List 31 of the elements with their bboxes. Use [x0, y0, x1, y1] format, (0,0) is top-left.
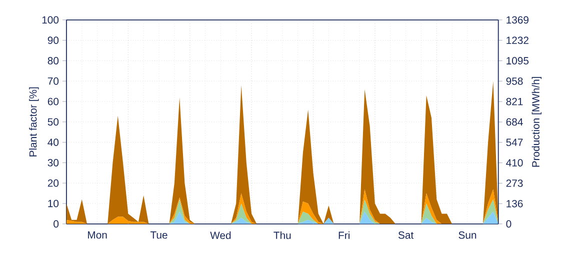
y2-tick-label: 684	[506, 118, 523, 126]
y-tick-label: 40	[48, 138, 59, 146]
y2-tick-label: 958	[506, 78, 523, 85]
y-tick-label: 70	[48, 78, 59, 85]
y-tick-label: 0	[54, 220, 59, 228]
y2-tick-label: 1095	[506, 57, 529, 65]
y-tick-label: 60	[48, 98, 59, 106]
y2-tick-label: 547	[506, 138, 523, 146]
y-tick-label: 80	[48, 57, 59, 65]
x-tick-label: Tue	[150, 232, 168, 239]
y-tick-label: 30	[48, 159, 59, 167]
y2-tick-label: 821	[506, 98, 523, 106]
x-tick-label: Sun	[458, 232, 476, 239]
y-tick-label: 10	[48, 200, 59, 208]
y2-tick-label: 1369	[506, 16, 528, 24]
y-tick-label: 100	[42, 16, 59, 24]
x-tick-label: Sat	[398, 232, 414, 239]
y2-tick-label: 136	[506, 200, 523, 208]
x-tick-label: Thu	[274, 232, 291, 240]
x-tick-label: Wed	[210, 232, 231, 240]
x-tick-label: Mon	[88, 232, 107, 239]
x-tick-label: Fri	[338, 232, 350, 240]
y-axis-title: Plant factor [%]	[29, 88, 39, 156]
y-tick-label: 20	[48, 180, 59, 187]
y2-tick-label: 1232	[506, 36, 528, 44]
y-tick-label: 50	[48, 118, 59, 126]
y-tick-label: 90	[48, 36, 59, 44]
y2-axis-title: Production [MWh/h]	[532, 77, 542, 167]
y2-tick-label: 0	[506, 220, 512, 228]
y2-tick-label: 273	[506, 180, 523, 188]
y2-tick-label: 410	[506, 159, 523, 167]
